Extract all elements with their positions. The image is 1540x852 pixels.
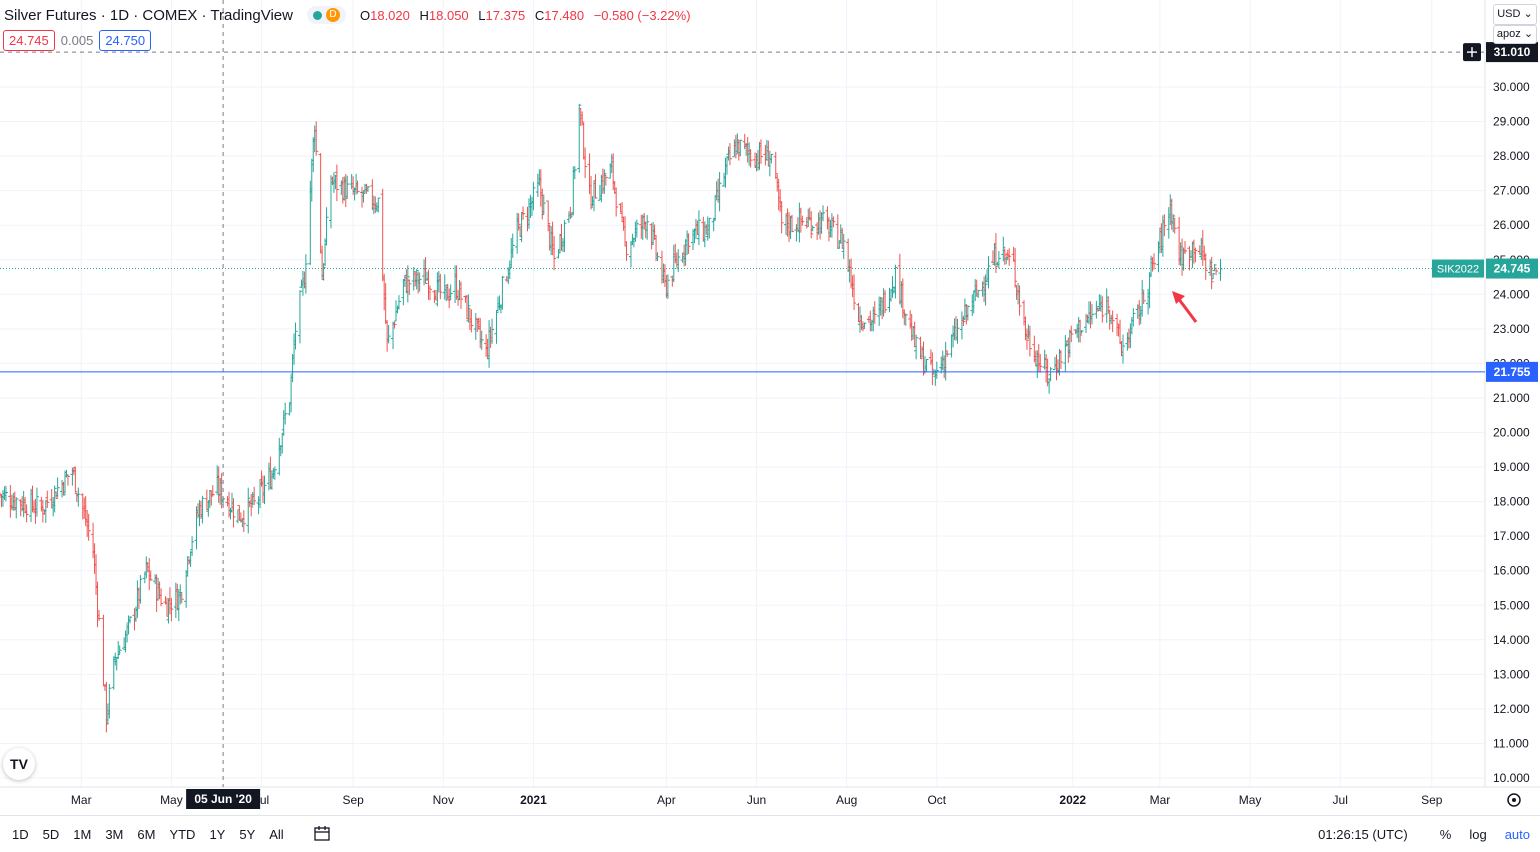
x-tick-label: Jul [1333,793,1348,807]
y-tick-label: 23.000 [1493,322,1530,336]
x-tick-label: Mar [1150,793,1171,807]
x-tick-label: Sep [1421,793,1443,807]
crosshair-price-label-bg [1486,42,1538,63]
ohlc-change: −0.580 (−3.22%) [593,7,691,23]
percent-scale-toggle[interactable]: % [1439,826,1452,842]
ohlc-low: L17.375 [478,7,526,23]
range-5y-button[interactable]: 5Y [239,826,256,842]
x-tick-label: May [1239,793,1262,807]
symbol-title[interactable]: Silver Futures · 1D · COMEX · TradingVie… [4,6,293,24]
range-all-button[interactable]: All [269,826,284,842]
quote-row: 24.745 0.005 24.750 [3,30,152,51]
chart-header: Silver Futures · 1D · COMEX · TradingVie… [4,4,691,26]
y-tick-label: 28.000 [1493,149,1530,163]
x-tick-label: Apr [657,793,676,807]
x-tick-label: Mar [71,793,92,807]
x-tick-label: Aug [836,793,857,807]
buy-price-button[interactable]: 24.750 [99,30,152,51]
y-tick-label: 19.000 [1493,460,1530,474]
currency-dropdown[interactable]: USD ⌄ [1493,4,1537,25]
current-price-label: 24.745 [1494,262,1531,276]
x-tick-label: 2021 [520,793,547,807]
y-tick-label: 15.000 [1493,598,1530,612]
y-tick-label: 14.000 [1493,633,1530,647]
calendar-range-icon[interactable] [313,825,331,843]
crosshair-date-label-bg [186,789,261,809]
gear-icon-center [1512,798,1516,802]
y-tick-label: 17.000 [1493,529,1530,543]
y-tick-label: 21.000 [1493,391,1530,405]
y-tick-label: 12.000 [1493,702,1530,716]
x-tick-label: 2022 [1059,793,1086,807]
y-tick-label: 20.000 [1493,426,1530,440]
range-1d-button[interactable]: 1D [12,826,29,842]
hline-price-label: 21.755 [1494,365,1531,379]
scale-mode-label: apoz [1496,28,1521,40]
x-tick-label: May [160,793,183,807]
ohlc-close: C17.480 [534,7,585,23]
y-tick-label: 24.000 [1493,287,1530,301]
hline-price-label-bg [1486,361,1538,382]
utc-clock[interactable]: 01:26:15 (UTC) [1318,826,1408,842]
range-1y-button[interactable]: 1Y [209,826,226,842]
auto-scale-toggle[interactable]: auto [1504,826,1530,842]
symbol-label-bg [1432,259,1484,278]
crosshair-date-label: 05 Jun '20 [194,792,252,806]
ohlc-high: H18.050 [419,7,469,23]
x-tick-label: Oct [927,793,946,807]
x-tick-label: Nov [433,793,454,807]
ohlc-values: O18.020 H18.050 L17.375 C17.480 −0.580 (… [360,8,691,23]
tradingview-logo-icon[interactable]: TV [3,748,35,780]
spread-value: 0.005 [60,33,94,48]
log-scale-toggle[interactable]: log [1469,826,1487,842]
sell-price-button[interactable]: 24.745 [3,30,55,51]
y-tick-label: 29.000 [1493,115,1530,129]
chevron-down-icon: ⌄ [1523,28,1534,40]
annotation-arrow[interactable] [1176,297,1198,323]
y-tick-label: 16.000 [1493,564,1530,578]
y-tick-label: 11.000 [1493,736,1529,750]
bottom-right-controls: 01:26:15 (UTC) % log auto [1318,816,1530,852]
x-tick-label: Sep [342,793,364,807]
market-open-dot-icon [312,10,322,20]
status-dots[interactable]: D [306,6,346,24]
annotation-arrow-head [1172,291,1185,304]
current-price-label-bg [1486,258,1538,279]
ohlc-open: O18.020 [359,7,410,23]
gear-icon[interactable] [1507,793,1521,807]
interval-badge: D [325,8,340,22]
y-tick-label: 30.000 [1493,80,1530,94]
crosshair-price-label: 31.010 [1494,45,1531,59]
x-tick-label: Jun [747,793,766,807]
chevron-down-icon: ⌄ [1523,8,1533,20]
range-3m-button[interactable]: 3M [105,826,124,842]
range-6m-button[interactable]: 6M [137,826,156,842]
bottom-toolbar: 1D 5D 1M 3M 6M YTD 1Y 5Y All 01:26:15 (U… [0,815,1540,852]
scale-mode-dropdown[interactable]: apoz ⌄ [1493,25,1537,44]
y-tick-label: 13.000 [1493,667,1530,681]
symbol-label: SIK2022 [1437,264,1479,276]
y-tick-label: 18.000 [1493,495,1530,509]
currency-label: USD [1497,8,1521,20]
y-tick-label: 27.000 [1493,184,1530,198]
range-5d-button[interactable]: 5D [42,826,60,842]
y-tick-label: 10.000 [1493,771,1530,785]
range-ytd-button[interactable]: YTD [169,826,196,842]
range-1m-button[interactable]: 1M [73,826,92,842]
price-chart[interactable]: 10.000 11.000 12.000 13.000 14.000 15.000 16.0… [0,0,1540,815]
y-tick-label: 26.000 [1493,218,1530,232]
